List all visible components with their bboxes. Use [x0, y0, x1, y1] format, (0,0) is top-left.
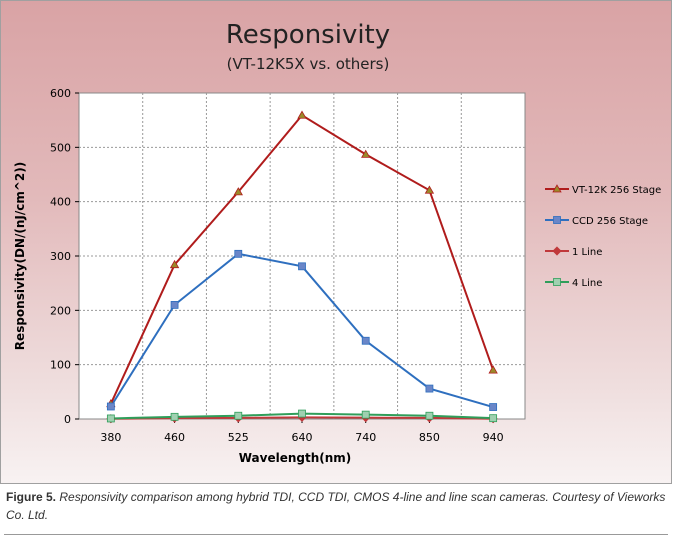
x-tick-label: 640 [292, 431, 313, 444]
data-point [234, 411, 243, 420]
legend-marker [553, 278, 561, 286]
legend-marker [552, 246, 562, 256]
data-point [361, 336, 370, 345]
data-point [298, 409, 306, 418]
legend: VT-12K 256 Stage CCD 256 Stage 1 Line 4 Lin… [545, 184, 661, 289]
chart-subtitle: (VT-12K5X vs. others) [227, 55, 390, 73]
legend-marker [553, 216, 561, 224]
data-point [170, 300, 179, 309]
y-ticks: 0 100 200 300 400 500 600 [50, 87, 79, 426]
data-point [361, 149, 371, 158]
data-point [106, 402, 115, 411]
x-tick-label: 380 [100, 431, 121, 444]
chart-title: Responsivity [226, 20, 390, 50]
legend-marker [552, 184, 562, 193]
plot-area [78, 92, 526, 420]
legend-entry: 4 Line [572, 278, 602, 289]
y-tick-label: 300 [50, 250, 71, 263]
y-tick-label: 200 [50, 304, 71, 317]
caption-text: Responsivity comparison among hybrid TDI… [6, 490, 666, 522]
data-point [298, 262, 306, 271]
data-point [233, 187, 243, 196]
legend-entry: CCD 256 Stage [572, 216, 648, 227]
data-point [361, 410, 370, 419]
figure-caption: Figure 5. Responsivity comparison among … [6, 488, 666, 524]
y-tick-label: 500 [50, 141, 71, 154]
y-tick-label: 400 [50, 196, 71, 209]
data-point [489, 414, 498, 423]
legend-entry: VT-12K 256 Stage [572, 185, 661, 196]
chart: Responsivity (VT-12K5X vs. others) 0 100 2… [13, 20, 661, 465]
data-point [169, 259, 180, 269]
data-point [170, 412, 179, 421]
data-point [234, 249, 243, 258]
y-tick-label: 0 [64, 413, 71, 426]
x-tick-label: 850 [419, 431, 440, 444]
data-point [424, 185, 435, 194]
x-ticks: 380 460 525 640 740 850 940 [100, 419, 504, 444]
y-tick-label: 600 [50, 87, 71, 100]
data-point [488, 365, 498, 374]
legend-entry: 1 Line [572, 247, 602, 258]
y-tick-label: 100 [50, 359, 71, 372]
data-point [489, 403, 498, 411]
data-point [106, 414, 115, 423]
x-tick-label: 460 [164, 431, 185, 444]
data-point [297, 110, 307, 119]
caption-label: Figure 5. [6, 490, 57, 504]
data-point [425, 384, 434, 393]
x-tick-label: 940 [483, 431, 504, 444]
caption-divider [4, 534, 668, 535]
y-axis-title: Responsivity(DN/(nJ/cm^2)) [13, 162, 27, 350]
x-axis-title: Wavelength(nm) [239, 451, 352, 465]
x-tick-label: 740 [355, 431, 376, 444]
data-point [425, 411, 434, 420]
series-group [106, 110, 498, 424]
x-tick-label: 525 [228, 431, 249, 444]
